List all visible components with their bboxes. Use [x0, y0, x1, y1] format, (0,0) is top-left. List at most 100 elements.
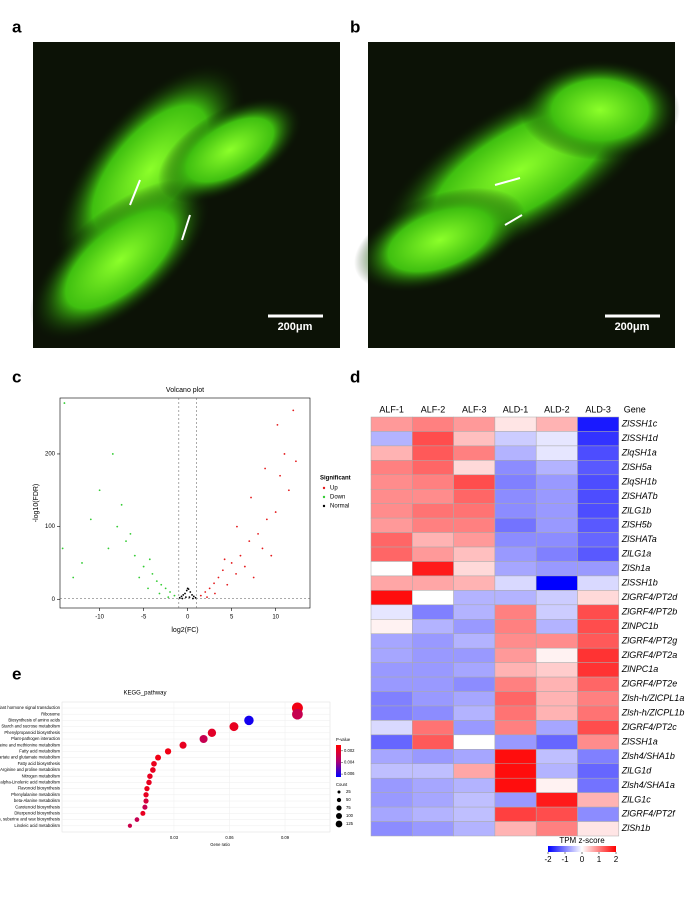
point	[181, 597, 184, 600]
heatmap-cell	[577, 445, 620, 461]
heatmap-cell	[453, 720, 496, 736]
scale-bar-label: 200μm	[615, 321, 650, 333]
x-tick-label: 0.06	[225, 835, 234, 840]
heatmap-cell	[453, 676, 496, 692]
heatmap-cell	[494, 662, 537, 678]
heatmap-cell	[535, 647, 578, 663]
heatmap-cell	[535, 763, 578, 779]
heatmap-cell	[453, 590, 496, 606]
heatmap-cell	[412, 575, 454, 591]
row-label: ZlLG1d	[621, 765, 653, 775]
point	[257, 532, 259, 535]
heatmap-cell	[453, 734, 496, 750]
point	[213, 582, 215, 585]
y-tick-label: Arginine and proline metabolism	[0, 767, 60, 772]
heatmap-cell	[535, 619, 578, 634]
heatmap-cell	[535, 532, 578, 548]
point	[184, 592, 186, 595]
y-tick-label: Phenylalanine metabolism	[11, 792, 60, 797]
heatmap-cell	[370, 734, 413, 750]
heatmap-cell	[494, 575, 537, 591]
row-label: ZlLG1b	[621, 505, 652, 515]
dot	[207, 728, 217, 737]
colorbar	[336, 745, 341, 777]
y-tick-label: Flavonoid biosynthesis	[18, 786, 60, 791]
point	[208, 587, 211, 590]
point	[81, 562, 83, 564]
heatmap-cell	[412, 619, 454, 634]
heatmap-cell	[412, 720, 454, 736]
point	[185, 589, 188, 592]
dot	[179, 741, 187, 749]
y-tick-label: beta-Alanine metabolism	[14, 798, 61, 803]
row-label: ZlGRF4/PT2b	[621, 606, 678, 616]
x-tick-label: 0	[186, 615, 190, 621]
row-label: ZlNPC1a	[621, 664, 659, 674]
x-tick-label: 0.09	[281, 835, 290, 840]
size-label: 50	[346, 797, 351, 802]
heatmap-cell	[535, 806, 578, 822]
point	[89, 518, 92, 521]
heatmap-cell	[412, 590, 454, 606]
y-tick-label: alpha-Linolenic acid metabolism	[0, 780, 60, 785]
heatmap-cell	[494, 546, 537, 562]
row-label: ZlGRF4/PT2f	[621, 809, 677, 819]
heatmap-cell	[577, 647, 620, 663]
heatmap-cell	[494, 561, 537, 577]
panel-label: e	[12, 664, 21, 683]
heatmap-cell	[453, 792, 496, 808]
point	[264, 467, 267, 470]
heatmap-cell	[577, 590, 620, 606]
point	[265, 518, 268, 521]
heatmap-cell	[370, 806, 413, 822]
heatmap-cell	[494, 806, 537, 822]
heatmap-cell	[494, 488, 537, 504]
heatmap-cell	[370, 488, 413, 504]
point	[230, 562, 233, 564]
point	[206, 596, 208, 599]
heatmap-cell	[535, 705, 578, 721]
dot	[150, 767, 156, 773]
point	[226, 583, 229, 586]
heatmap-cell	[494, 474, 537, 490]
point	[192, 597, 194, 600]
row-label: ZlNPC1b	[621, 621, 659, 631]
heatmap-cell	[453, 821, 496, 837]
heatmap-cell	[535, 546, 578, 562]
point	[279, 474, 281, 477]
heatmap-cell	[577, 561, 620, 577]
point	[98, 489, 101, 492]
dot	[140, 810, 146, 816]
heatmap-cell	[412, 806, 454, 822]
legend-swatch	[322, 486, 326, 490]
point	[194, 596, 197, 599]
heatmap-cell	[577, 676, 620, 692]
heatmap-cell	[494, 647, 537, 663]
heatmap-cell	[535, 662, 578, 678]
row-label: ZlGRF4/PT2c	[621, 722, 678, 732]
point	[235, 572, 237, 575]
point	[204, 591, 207, 593]
heatmap-cell	[453, 474, 496, 490]
heatmap-cell	[412, 633, 454, 649]
point	[261, 547, 264, 550]
heatmap-cell	[494, 763, 537, 779]
point	[147, 587, 149, 590]
heatmap-cell	[412, 474, 454, 490]
heatmap-cell	[535, 561, 578, 577]
heatmap-cell	[577, 517, 620, 533]
heatmap-cell	[453, 633, 496, 649]
heatmap-cell	[577, 460, 620, 476]
heatmap-cell	[370, 720, 413, 736]
heatmap-cell	[494, 749, 537, 765]
heatmap-cell	[535, 792, 578, 808]
heatmap-cell	[535, 517, 578, 533]
column-label: ALD-3	[585, 404, 611, 414]
heatmap-cell	[453, 445, 496, 461]
y-tick-label: Starch and sucrose metabolism	[1, 724, 60, 729]
row-label: ZlSHATa	[621, 534, 657, 544]
point	[276, 423, 279, 426]
heatmap-cell	[453, 604, 496, 620]
row-label: Zlsh4/SHA1a	[621, 780, 675, 790]
